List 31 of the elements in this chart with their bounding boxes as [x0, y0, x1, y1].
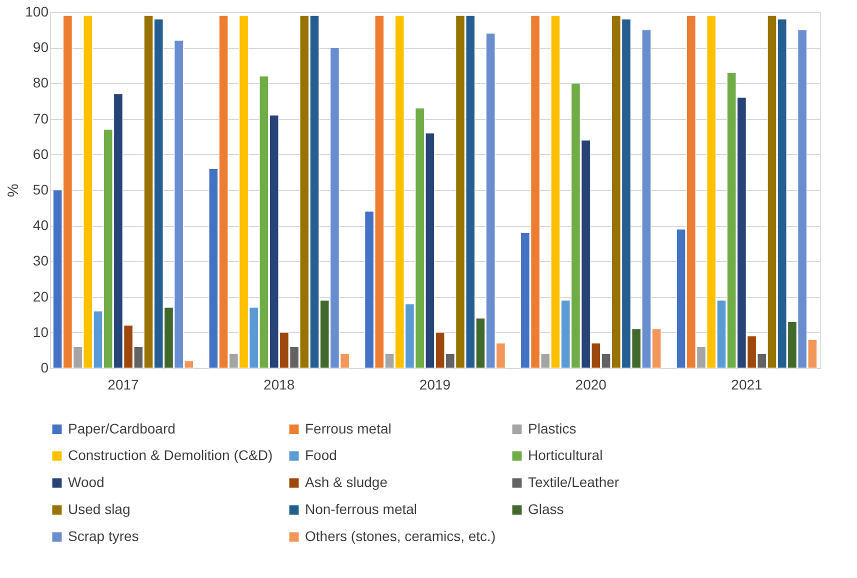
legend-label: Scrap tyres — [68, 528, 139, 544]
y-tick-label: 30 — [32, 252, 49, 269]
legend-label: Wood — [68, 474, 104, 490]
y-tick-label: 70 — [32, 110, 49, 126]
y-tick-label: 90 — [32, 39, 49, 56]
legend-label: Plastics — [528, 420, 576, 436]
x-tick-label: 2020 — [575, 376, 607, 392]
y-tick-label: 60 — [32, 146, 49, 162]
x-tick-label: 2021 — [731, 376, 763, 392]
x-tick-label: 2019 — [419, 376, 451, 392]
y-tick-label: 100 — [25, 4, 49, 20]
y-tick-label: 40 — [32, 217, 49, 234]
legend-label: Ash & sludge — [305, 474, 388, 490]
y-tick-label: 80 — [32, 74, 49, 91]
y-axis-title: % — [5, 184, 22, 198]
legend-label: Food — [305, 447, 337, 463]
y-tick-label: 10 — [32, 324, 49, 340]
legend-label: Ferrous metal — [305, 420, 392, 436]
x-tick-label: 2018 — [264, 376, 295, 392]
x-tick-label: 2017 — [108, 376, 140, 392]
legend-label: Glass — [528, 501, 564, 517]
legend-label: Used slag — [68, 501, 130, 517]
y-tick-label: 50 — [32, 182, 49, 198]
y-tick-label: 20 — [32, 288, 49, 304]
legend-label: Horticultural — [528, 447, 603, 463]
legend-label: Textile/Leather — [528, 474, 620, 490]
legend-label: Paper/Cardboard — [68, 420, 176, 436]
legend-label: Construction & Demolition (C&D) — [68, 447, 273, 463]
y-tick-label: 0 — [40, 360, 49, 376]
legend-label: Others (stones, ceramics, etc.) — [305, 528, 496, 544]
legend-label: Non-ferrous metal — [305, 501, 418, 517]
